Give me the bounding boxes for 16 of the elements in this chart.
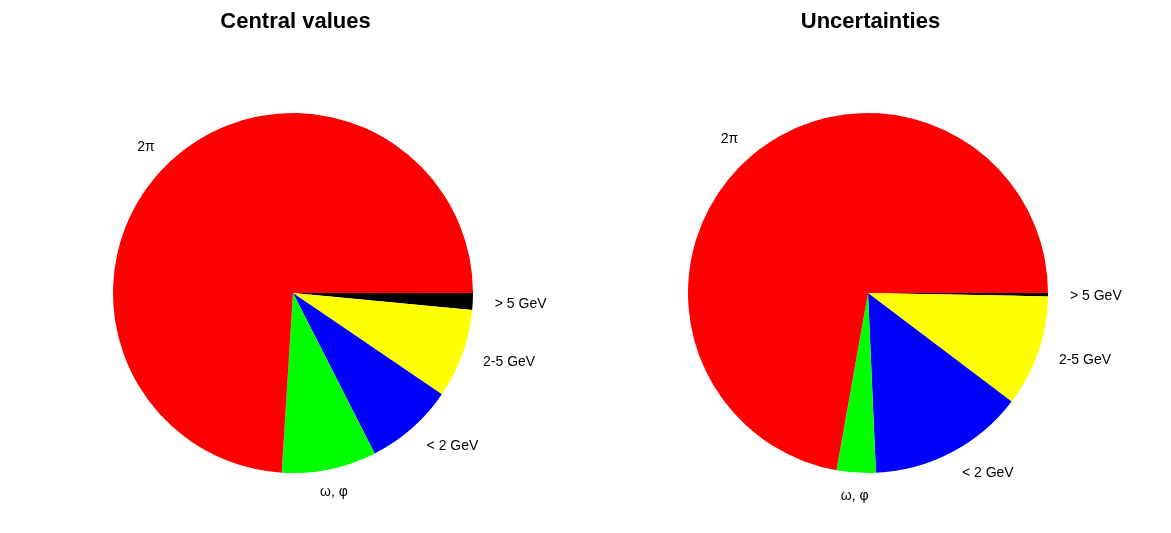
slice-label: > 5 GeV [1069, 286, 1123, 303]
slice-label: < 2 GeV [961, 463, 1015, 480]
pie-slice [281, 293, 375, 473]
slice-label: < 2 GeV [426, 436, 479, 453]
pie-slice [293, 293, 473, 395]
chart-title: Central values [219, 8, 372, 35]
slice-label: ω, φ [320, 482, 348, 499]
slice-label: 2π [720, 130, 739, 147]
pie-slice [868, 293, 1048, 402]
slice-label: 2-5 GeV [1058, 351, 1112, 368]
slice-label: 2-5 GeV [483, 353, 536, 370]
slice-label: 2π [137, 137, 156, 154]
chart-title: Uncertainties [799, 8, 942, 35]
slice-label: > 5 GeV [494, 294, 548, 311]
pie-slice [836, 293, 876, 473]
slice-label: ω, φ [840, 486, 869, 503]
